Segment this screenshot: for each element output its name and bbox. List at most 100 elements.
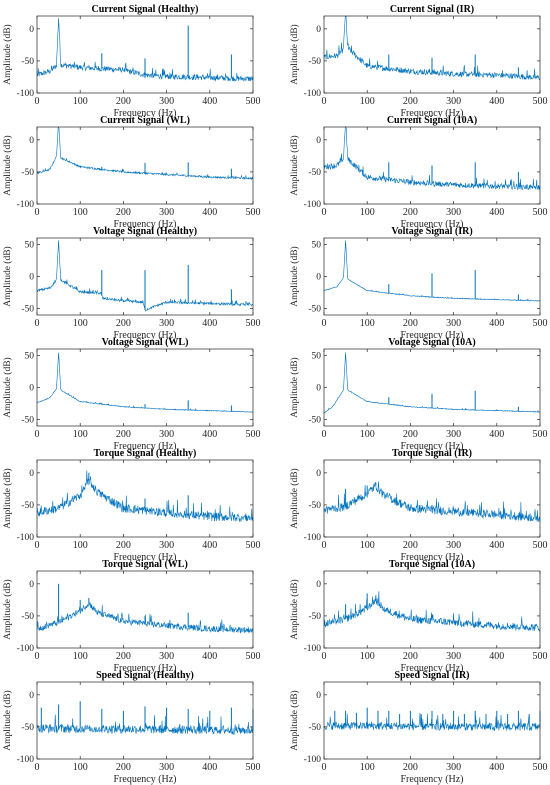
y-axis-label: Amplitude (dB) xyxy=(289,135,300,195)
y-tick-label: -100 xyxy=(304,89,322,99)
y-tick-label: 0 xyxy=(316,384,321,394)
x-tick-label: 0 xyxy=(322,318,327,329)
x-tick-label: 100 xyxy=(73,318,88,329)
x-tick-label: 100 xyxy=(73,762,88,773)
x-tick-label: 0 xyxy=(322,207,327,218)
y-tick-label: -100 xyxy=(17,533,35,543)
x-tick-label: 0 xyxy=(322,540,327,551)
x-tick-label: 500 xyxy=(246,318,261,329)
x-tick-label: 300 xyxy=(446,318,461,329)
signal-trace xyxy=(323,712,541,731)
y-tick-label: -50 xyxy=(308,57,321,67)
y-tick-label: -100 xyxy=(304,200,322,210)
signal-trace xyxy=(323,481,541,523)
axes-box xyxy=(36,348,254,427)
axes-box xyxy=(323,459,541,538)
signal-trace xyxy=(323,352,541,414)
y-axis-label: Amplitude (dB) xyxy=(289,246,300,306)
x-axis-label: Frequency (Hz) xyxy=(400,774,463,785)
y-axis-label: Amplitude (dB) xyxy=(2,24,13,84)
x-tick-label: 0 xyxy=(35,429,40,440)
x-tick-label: 0 xyxy=(35,96,40,107)
y-axis-label: Amplitude (dB) xyxy=(289,579,300,639)
x-tick-label: 400 xyxy=(202,207,217,218)
axes-box xyxy=(36,681,254,760)
y-axis-label: Amplitude (dB) xyxy=(289,24,300,84)
chart-title: Torque Signal (IR) xyxy=(392,448,472,459)
x-tick-label: 400 xyxy=(489,762,504,773)
chart-title: Current Signal (IR) xyxy=(390,4,474,15)
y-tick-label: 0 xyxy=(29,691,34,701)
x-tick-label: 500 xyxy=(246,96,261,107)
x-tick-label: 0 xyxy=(35,540,40,551)
axes-box xyxy=(323,126,541,205)
axes-box xyxy=(36,15,254,94)
y-tick-label: -50 xyxy=(21,612,34,622)
x-tick-label: 100 xyxy=(360,207,375,218)
axes-box xyxy=(36,459,254,538)
y-tick-label: 0 xyxy=(29,25,34,35)
chart-panel-4: 0 100 200 300 400 500 -100 -50 0 Current Signal (… xyxy=(289,115,548,230)
y-tick-label: -50 xyxy=(21,416,34,426)
x-tick-label: 500 xyxy=(533,318,548,329)
axes-box xyxy=(323,348,541,427)
y-tick-label: 0 xyxy=(316,273,321,283)
chart-panel-14: 0 100 200 300 400 500 -100 -50 0 Speed Signal (IR… xyxy=(289,670,548,785)
y-tick-label: 0 xyxy=(316,691,321,701)
x-tick-label: 0 xyxy=(322,651,327,662)
x-tick-label: 400 xyxy=(489,318,504,329)
x-tick-label: 200 xyxy=(403,540,418,551)
x-tick-label: 500 xyxy=(533,96,548,107)
x-tick-label: 200 xyxy=(116,207,131,218)
x-tick-label: 200 xyxy=(403,96,418,107)
y-tick-label: -100 xyxy=(304,755,322,765)
chart-panel-3: 0 100 200 300 400 500 -100 -50 0 Current Signal (… xyxy=(2,115,261,230)
y-tick-label: 50 xyxy=(312,240,322,250)
x-tick-label: 300 xyxy=(159,762,174,773)
x-tick-label: 200 xyxy=(116,651,131,662)
x-tick-label: 400 xyxy=(202,429,217,440)
x-tick-label: 500 xyxy=(246,429,261,440)
x-axis-label: Frequency (Hz) xyxy=(400,330,463,341)
signal-trace xyxy=(36,126,254,181)
axes-box xyxy=(36,570,254,649)
x-tick-label: 0 xyxy=(322,762,327,773)
x-tick-label: 200 xyxy=(403,762,418,773)
axes-box xyxy=(323,15,541,94)
y-tick-label: -50 xyxy=(308,168,321,178)
x-tick-label: 400 xyxy=(489,96,504,107)
axes-box xyxy=(36,126,254,205)
axes-box xyxy=(323,570,541,649)
y-tick-label: 0 xyxy=(29,273,34,283)
x-tick-label: 100 xyxy=(73,96,88,107)
y-tick-label: -50 xyxy=(308,416,321,426)
x-tick-label: 400 xyxy=(489,429,504,440)
y-tick-label: -100 xyxy=(17,89,35,99)
x-tick-label: 300 xyxy=(159,207,174,218)
signal-trace xyxy=(323,15,541,81)
y-tick-label: -50 xyxy=(21,501,34,511)
y-tick-label: 50 xyxy=(25,240,35,250)
x-tick-label: 100 xyxy=(360,762,375,773)
chart-title: Current Signal (10A) xyxy=(387,115,477,126)
x-tick-label: 100 xyxy=(360,318,375,329)
x-tick-label: 300 xyxy=(446,651,461,662)
x-tick-label: 300 xyxy=(446,762,461,773)
chart-title: Torque Signal (10A) xyxy=(389,559,475,570)
chart-title: Torque Signal (WL) xyxy=(102,559,188,570)
y-tick-label: 50 xyxy=(312,351,322,361)
chart-panel-12: 0 100 200 300 400 500 -100 -50 0 Torque Signal (1… xyxy=(289,559,548,674)
x-tick-label: 200 xyxy=(403,651,418,662)
x-axis-label: Frequency (Hz) xyxy=(400,552,463,563)
chart-title: Speed Signal (Healthy) xyxy=(96,670,194,681)
y-tick-label: 0 xyxy=(316,25,321,35)
y-tick-label: -50 xyxy=(21,57,34,67)
x-tick-label: 500 xyxy=(533,762,548,773)
y-tick-label: -50 xyxy=(21,305,34,315)
chart-title: Torque Signal (Healthy) xyxy=(94,448,197,459)
x-axis-label: Frequency (Hz) xyxy=(113,774,176,785)
x-tick-label: 100 xyxy=(73,651,88,662)
chart-panel-1: 0 100 200 300 400 500 -100 -50 0 Current Signal (… xyxy=(2,4,261,119)
x-tick-label: 0 xyxy=(35,207,40,218)
